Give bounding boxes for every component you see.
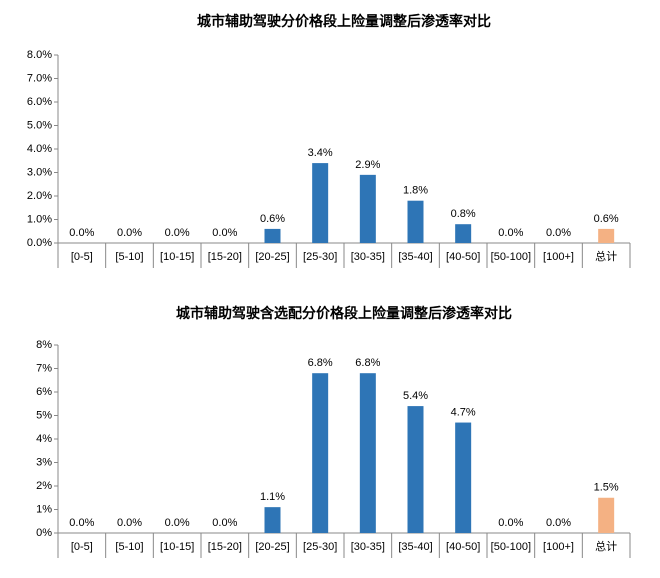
x-tick-label: [40-50] [446,251,480,263]
data-label: 0.0% [498,517,523,529]
bar [598,228,615,243]
data-label: 0.0% [69,517,94,529]
y-tick-label: 4.0% [27,143,52,155]
data-label: 0.0% [117,517,142,529]
x-tick-label: [100+] [543,541,574,553]
data-label: 1.1% [260,491,285,503]
data-label: 3.4% [308,147,333,159]
x-tick-label: 总计 [595,249,617,263]
y-tick-label: 0.0% [27,237,52,249]
x-tick-label: [50-100] [491,541,531,553]
y-tick-label: 2% [36,480,52,492]
y-tick-label: 1.0% [27,213,52,225]
data-label: 0.0% [165,227,190,239]
y-tick-label: 6.0% [27,96,52,108]
x-tick-label: [10-15] [160,251,194,263]
data-label: 0.0% [69,227,94,239]
y-tick-label: 7% [36,362,52,374]
x-tick-label: [20-25] [255,251,289,263]
x-tick-label: [15-20] [208,251,242,263]
y-tick-label: 8% [36,339,52,351]
y-tick-label: 4% [36,433,52,445]
data-label: 0.0% [498,227,523,239]
x-tick-label: [0-5] [71,251,93,263]
data-label: 0.6% [594,213,619,225]
x-tick-label: [100+] [543,251,574,263]
x-tick-label: [0-5] [71,541,93,553]
data-label: 0.0% [212,517,237,529]
data-label: 4.7% [451,406,476,418]
x-tick-label: [30-35] [351,251,385,263]
data-label: 0.0% [117,227,142,239]
x-tick-label: [25-30] [303,541,337,553]
y-tick-label: 2.0% [27,190,52,202]
data-label: 5.4% [403,390,428,402]
bar [598,497,615,533]
data-label: 0.0% [165,517,190,529]
y-tick-label: 5.0% [27,119,52,131]
y-tick-label: 3.0% [27,166,52,178]
x-tick-label: [35-40] [398,541,432,553]
x-tick-label: [30-35] [351,541,385,553]
bar [264,228,281,243]
data-label: 1.5% [594,482,619,494]
chart-title: 城市辅助驾驶分价格段上险量调整后渗透率对比 [197,13,491,30]
x-tick-label: [40-50] [446,541,480,553]
y-tick-label: 1% [36,503,52,515]
x-tick-label: [5-10] [115,251,143,263]
x-tick-label: [20-25] [255,541,289,553]
data-label: 6.8% [355,357,380,369]
bar [455,422,472,533]
x-tick-label: [15-20] [208,541,242,553]
bar [407,406,424,533]
bar [312,163,329,243]
x-tick-label: 总计 [595,539,617,553]
data-label: 0.8% [451,208,476,220]
bar [407,200,424,243]
y-tick-label: 5% [36,409,52,421]
x-tick-label: [10-15] [160,541,194,553]
x-tick-label: [5-10] [115,541,143,553]
y-tick-label: 6% [36,386,52,398]
y-tick-label: 0% [36,527,52,539]
y-tick-label: 3% [36,456,52,468]
data-label: 0.0% [212,227,237,239]
y-tick-label: 8.0% [27,49,52,61]
data-label: 2.9% [355,159,380,171]
bar [312,373,329,533]
bar [455,224,472,243]
bar [359,174,376,243]
x-tick-label: [50-100] [491,251,531,263]
data-label: 1.8% [403,185,428,197]
x-tick-label: [35-40] [398,251,432,263]
data-label: 0.6% [260,213,285,225]
data-label: 0.0% [546,517,571,529]
y-tick-label: 7.0% [27,72,52,84]
bar [359,373,376,533]
bar [264,507,281,533]
chart-title: 城市辅助驾驶含选配分价格段上险量调整后渗透率对比 [176,305,512,322]
data-label: 0.0% [546,227,571,239]
x-tick-label: [25-30] [303,251,337,263]
data-label: 6.8% [308,357,333,369]
